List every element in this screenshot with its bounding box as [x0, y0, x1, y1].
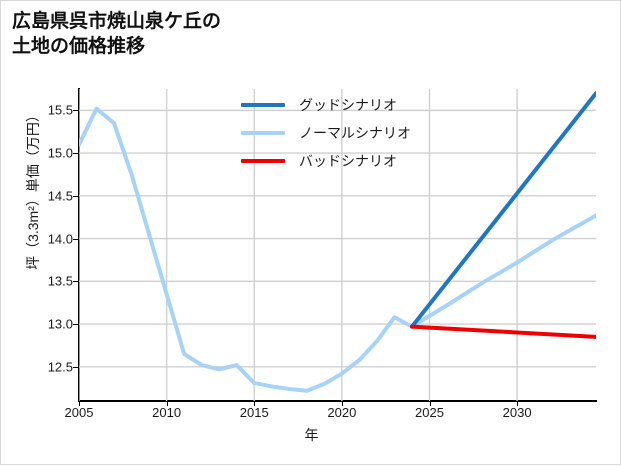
y-tick-label: 14.5: [47, 188, 73, 204]
y-tick-label: 15.5: [47, 102, 73, 118]
x-tick-mark: [166, 402, 168, 406]
x-tick-mark: [429, 402, 431, 406]
y-tick-label: 13.0: [47, 316, 73, 332]
y-tick-mark: [73, 281, 78, 283]
x-tick-label: 2015: [239, 405, 269, 420]
x-axis-spine: [78, 400, 597, 402]
y-tick-mark: [73, 238, 78, 240]
legend-item-good: グッドシナリオ: [241, 91, 491, 119]
x-tick-label: 2020: [327, 405, 357, 420]
y-tick-mark: [73, 324, 78, 326]
y-tick-mark: [73, 366, 78, 368]
x-tick-label: 2005: [64, 405, 94, 420]
legend-item-bad: バッドシナリオ: [241, 147, 491, 175]
legend: グッドシナリオ ノーマルシナリオ バッドシナリオ: [241, 91, 491, 175]
x-tick-mark: [79, 402, 80, 406]
x-tick-label: 2030: [502, 405, 532, 420]
y-tick-label: 15.0: [47, 145, 73, 161]
legend-label-normal: ノーマルシナリオ: [299, 125, 411, 141]
x-tick-label: 2025: [415, 405, 444, 420]
plot-svg: [79, 89, 596, 401]
y-tick-mark: [73, 110, 78, 112]
x-tick-mark: [254, 402, 256, 406]
plot-area: [79, 89, 596, 401]
legend-label-bad: バッドシナリオ: [299, 153, 397, 169]
legend-swatch-normal-icon: [241, 131, 285, 135]
x-tick-label: 2010: [152, 405, 182, 420]
legend-swatch-bad-icon: [241, 159, 285, 163]
x-axis-label: 年: [304, 427, 319, 443]
y-tick-label: 13.5: [47, 273, 73, 289]
y-axis-tick-labels: 12.5 13.0 13.5 14.0 14.5 15.0 15.5: [1, 1, 73, 466]
y-tick-mark: [73, 195, 78, 197]
y-axis-label: 坪（3.3m²）単価（万円）: [25, 108, 41, 270]
y-tick-label: 14.0: [47, 231, 73, 247]
legend-swatch-good-icon: [241, 103, 285, 107]
x-tick-mark: [517, 402, 519, 406]
legend-item-normal: ノーマルシナリオ: [241, 119, 491, 147]
y-tick-mark: [73, 153, 78, 155]
x-tick-mark: [341, 402, 343, 406]
y-tick-label: 12.5: [47, 359, 73, 375]
legend-label-good: グッドシナリオ: [299, 97, 397, 113]
page-title: 広島県呉市焼山泉ケ丘の 土地の価格推移: [12, 11, 222, 57]
